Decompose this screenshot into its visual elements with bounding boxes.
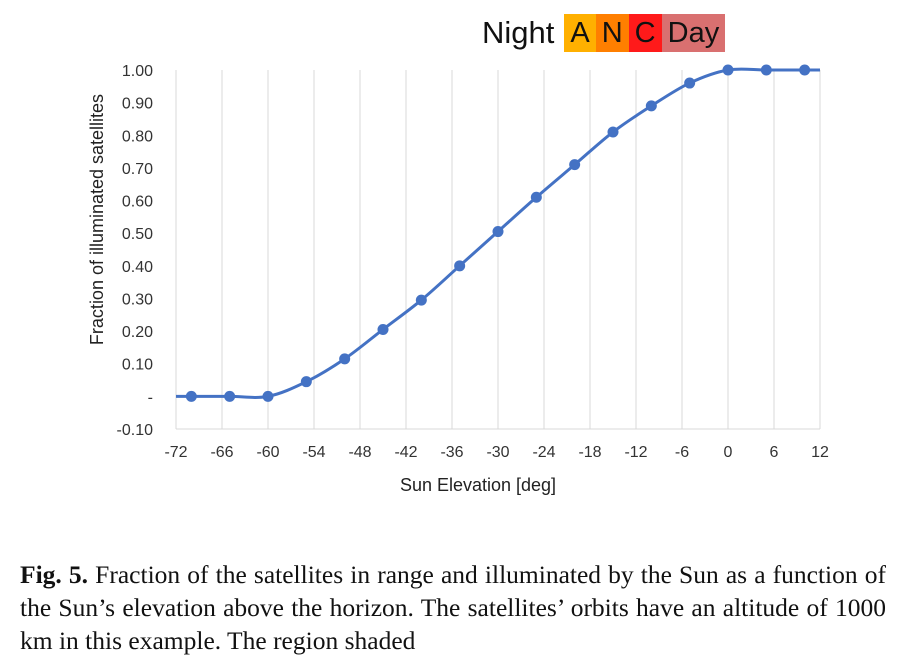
x-tick-label: -24	[532, 444, 555, 461]
x-tick-label: -12	[624, 444, 647, 461]
legend-night-label: Night	[482, 15, 555, 50]
data-point	[377, 323, 389, 335]
data-point	[645, 100, 657, 112]
x-tick-label: 6	[770, 444, 779, 461]
x-tick-label: 12	[811, 444, 829, 461]
y-tick-label: 0.20	[122, 324, 153, 341]
twilight-legend: Night A N C Day	[482, 14, 726, 52]
y-tick-label: 1.00	[122, 63, 153, 80]
data-point	[799, 64, 811, 76]
x-tick-label: -30	[486, 444, 509, 461]
data-point	[684, 77, 696, 89]
y-tick-label: 0.10	[122, 357, 153, 374]
data-point	[760, 64, 772, 76]
x-tick-label: -60	[256, 444, 279, 461]
y-tick-label: 0.30	[122, 291, 153, 308]
data-point	[530, 191, 542, 203]
y-axis-title: Fraction of illuminated satellites	[87, 94, 107, 345]
legend-civil-box: C	[628, 14, 662, 52]
x-tick-label: -36	[440, 444, 463, 461]
figure-caption: Fig. 5. Fraction of the satellites in ra…	[20, 558, 886, 657]
x-tick-label: -72	[164, 444, 187, 461]
x-tick-label: -42	[394, 444, 417, 461]
data-point	[722, 64, 734, 76]
legend-astronomical-box: A	[564, 14, 596, 52]
data-point	[300, 376, 312, 388]
x-tick-label: -18	[578, 444, 601, 461]
figure-label: Fig. 5.	[20, 560, 89, 589]
x-tick-label: -48	[348, 444, 371, 461]
legend-nautical-box: N	[595, 14, 629, 52]
data-point	[492, 226, 504, 238]
y-tick-label: -0.10	[117, 422, 154, 439]
data-point	[185, 390, 197, 402]
y-tick-label: 0.60	[122, 194, 153, 211]
x-tick-label: -66	[210, 444, 233, 461]
data-point	[415, 294, 427, 306]
data-point	[339, 353, 351, 365]
x-tick-label: 0	[724, 444, 733, 461]
y-tick-label: 0.70	[122, 161, 153, 178]
x-tick-label: -54	[302, 444, 325, 461]
y-tick-label: 0.40	[122, 259, 153, 276]
caption-text: Fraction of the satellites in range and …	[20, 560, 887, 655]
data-point	[607, 126, 619, 138]
y-tick-label: 0.80	[122, 128, 153, 145]
y-tick-label: 0.90	[122, 96, 153, 113]
data-point	[262, 390, 274, 402]
legend-day-box: Day	[661, 14, 726, 52]
data-point	[569, 159, 581, 171]
y-tick-label: -	[148, 389, 153, 406]
data-point	[224, 390, 236, 402]
data-point	[454, 260, 466, 272]
illumination-chart: -72 -66 -60 -54 -48 -42 -36 -30 -24 -18 -12 -6 0 6 12-…	[87, 63, 829, 495]
y-tick-label: 0.50	[122, 226, 153, 243]
x-tick-label: -6	[675, 444, 689, 461]
x-axis-title: Sun Elevation [deg]	[400, 475, 556, 495]
